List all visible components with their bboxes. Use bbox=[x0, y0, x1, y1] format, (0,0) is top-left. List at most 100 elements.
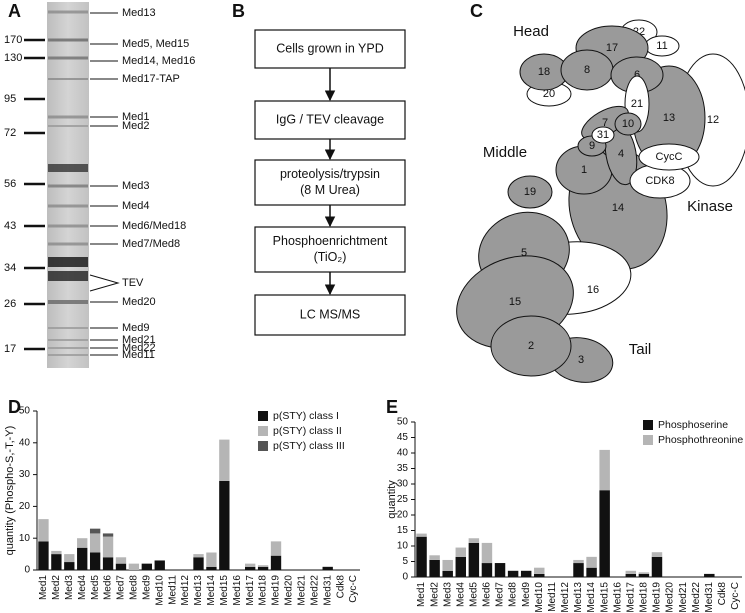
x-tick-label: Med5 bbox=[90, 575, 101, 600]
bar-segment bbox=[520, 570, 532, 577]
gel-band bbox=[48, 56, 88, 60]
x-tick-label: Med13 bbox=[573, 582, 584, 613]
x-tick-label: Med14 bbox=[206, 575, 217, 606]
gel-band bbox=[48, 242, 88, 246]
subunit-label: 20 bbox=[543, 88, 555, 100]
band-label: Med21 bbox=[122, 334, 156, 346]
x-tick-label: Med15 bbox=[599, 582, 610, 613]
y-tick-label: 40 bbox=[19, 437, 31, 448]
region-label: Kinase bbox=[687, 198, 733, 215]
subunit-label: 5 bbox=[521, 247, 527, 259]
bar-segment bbox=[77, 547, 88, 570]
x-tick-label: Med3 bbox=[442, 582, 453, 607]
subunit-label: CycC bbox=[656, 151, 683, 163]
panel-label: A bbox=[8, 1, 21, 21]
subunit-label: 8 bbox=[584, 64, 590, 76]
gel-band bbox=[48, 38, 88, 42]
gel-band bbox=[48, 78, 88, 80]
region-label: Middle bbox=[483, 144, 527, 161]
y-tick-label: 25 bbox=[397, 494, 409, 505]
legend-swatch bbox=[643, 420, 653, 430]
x-tick-label: Med12 bbox=[180, 575, 191, 606]
bar-segment bbox=[102, 557, 114, 570]
gel-band bbox=[48, 300, 88, 304]
bar-segment bbox=[193, 554, 204, 558]
band-label: Med1 bbox=[122, 111, 150, 123]
subunit bbox=[507, 175, 553, 209]
y-tick-label: 0 bbox=[24, 565, 30, 576]
x-tick-label: Med12 bbox=[560, 582, 571, 613]
flow-text: Phosphoenrichtment bbox=[273, 234, 388, 248]
subunit-label: 21 bbox=[631, 98, 643, 110]
x-tick-label: Med22 bbox=[691, 582, 702, 613]
gel-band bbox=[48, 184, 88, 188]
subunit-label: 7 bbox=[602, 117, 608, 129]
x-tick-label: Cdk8 bbox=[335, 575, 346, 599]
y-axis-label: quantity bbox=[386, 480, 398, 519]
gel-band bbox=[48, 164, 88, 172]
x-tick-label: Med1 bbox=[416, 582, 427, 607]
bar-segment bbox=[64, 554, 75, 563]
x-tick-label: Med11 bbox=[547, 582, 558, 612]
bar-segment bbox=[89, 552, 101, 570]
bar-segment bbox=[534, 573, 545, 577]
bar-segment bbox=[270, 555, 282, 570]
flow-box bbox=[254, 100, 406, 140]
subunit-label: 11 bbox=[656, 40, 667, 52]
x-tick-label: Med18 bbox=[258, 575, 269, 606]
bar-segment bbox=[599, 449, 610, 491]
x-tick-label: Med21 bbox=[297, 575, 308, 606]
subunit-label: 18 bbox=[538, 66, 550, 78]
x-tick-label: Cyc-C bbox=[730, 582, 741, 610]
band-label: Med3 bbox=[122, 180, 150, 192]
x-tick-label: Med21 bbox=[678, 582, 689, 613]
subunit-label: 2 bbox=[528, 340, 534, 352]
gel-band bbox=[48, 125, 88, 127]
x-tick-label: Med2 bbox=[429, 582, 440, 607]
gel-band bbox=[48, 10, 88, 14]
x-tick-label: Med13 bbox=[193, 575, 204, 606]
bar-segment bbox=[625, 573, 637, 577]
flow-box bbox=[254, 226, 406, 273]
bar-segment bbox=[257, 565, 269, 567]
subunit-label: 4 bbox=[618, 148, 624, 160]
subunit bbox=[591, 126, 615, 144]
bar-segment bbox=[429, 559, 440, 577]
y-tick-label: 10 bbox=[19, 533, 31, 544]
bar-segment bbox=[77, 538, 88, 548]
x-tick-label: Med4 bbox=[77, 575, 88, 600]
bar-segment bbox=[51, 554, 62, 570]
bar-segment bbox=[651, 556, 663, 577]
y-tick-label: 45 bbox=[397, 432, 409, 443]
bar-segment bbox=[573, 559, 584, 564]
legend-swatch bbox=[643, 435, 653, 445]
subunit-label: 9 bbox=[589, 140, 595, 152]
band-label: TEV bbox=[122, 277, 144, 289]
x-tick-label: Med8 bbox=[129, 575, 140, 600]
subunit-label: CDK8 bbox=[645, 175, 674, 187]
x-tick-label: Med7 bbox=[116, 575, 127, 600]
flow-box bbox=[254, 29, 406, 69]
region-label: Head bbox=[513, 23, 549, 40]
y-axis-label: quantity (Phospho-S,-T,-Y) bbox=[4, 426, 16, 556]
bar-segment bbox=[102, 536, 114, 558]
x-tick-label: Med17 bbox=[625, 582, 636, 613]
x-tick-label: Med19 bbox=[652, 582, 663, 613]
marker-label: 95 bbox=[4, 93, 16, 105]
bar-segment bbox=[245, 563, 256, 567]
bar-segment bbox=[651, 552, 663, 557]
panel-label: C bbox=[470, 1, 483, 21]
band-label: Med13 bbox=[122, 7, 156, 19]
subunit-label: 12 bbox=[707, 114, 719, 126]
bar-segment bbox=[638, 573, 650, 577]
gel-band bbox=[48, 347, 88, 349]
subunit-label: 6 bbox=[634, 69, 640, 81]
bar-segment bbox=[38, 519, 49, 542]
x-tick-label: Med10 bbox=[534, 582, 545, 613]
x-tick-label: Med14 bbox=[586, 582, 597, 613]
flow-text: (8 M Urea) bbox=[300, 183, 360, 197]
y-tick-label: 5 bbox=[402, 556, 408, 567]
bar-segment bbox=[128, 563, 140, 570]
